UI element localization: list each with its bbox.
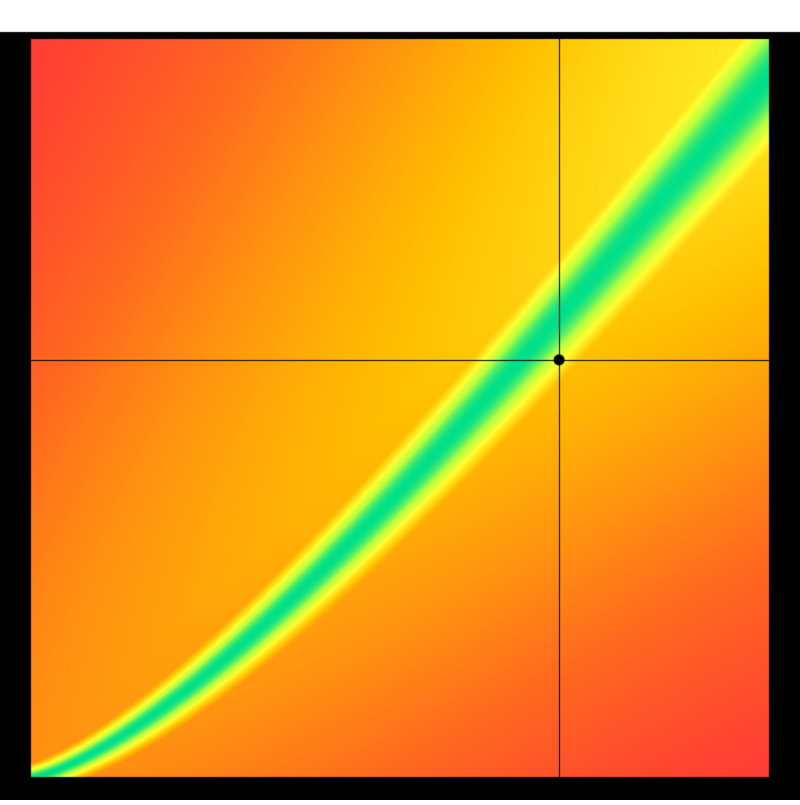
chart-container: TheBottleneck.com xyxy=(0,0,800,800)
heatmap-canvas xyxy=(0,0,800,800)
chart-plot-wrapper xyxy=(0,0,800,800)
